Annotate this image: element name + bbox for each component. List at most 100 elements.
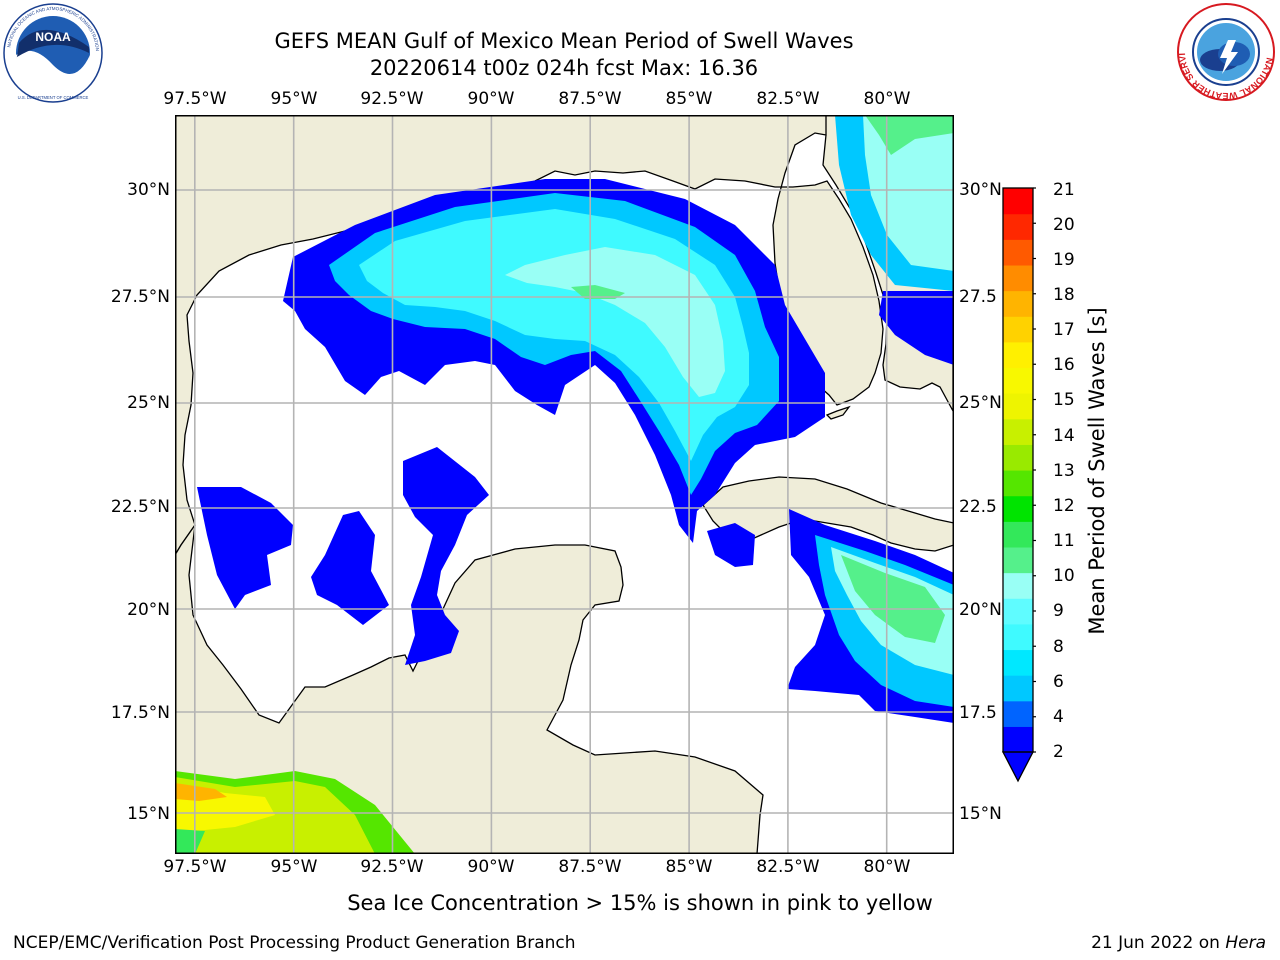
lon-tick-top: 97.5°W (163, 89, 227, 109)
lat-tick-right: 30°N (959, 180, 1002, 200)
colorbar-tick: 2 (1053, 742, 1064, 762)
contour-8s-florida-atlantic (863, 115, 954, 271)
lat-tick-right: 20°N (959, 600, 1002, 620)
contour-2s-central-patch (311, 511, 389, 625)
lat-tick-left: 15°N (127, 804, 170, 824)
colorbar-swatch (1003, 726, 1033, 753)
lon-tick-bottom: 90°W (467, 857, 515, 877)
map-gridlines (175, 115, 954, 854)
colorbar-swatch (1003, 572, 1033, 599)
lon-tick-bottom: 80°W (863, 857, 911, 877)
lon-tick-bottom: 87.5°W (558, 857, 622, 877)
colorbar-swatch (1003, 290, 1033, 317)
colorbar-tick: 17 (1053, 320, 1075, 340)
colorbar-swatch (1003, 341, 1033, 369)
lat-tick-right: 27.5 (959, 287, 997, 307)
colorbar-swatch (1003, 418, 1033, 445)
contour-11s-pacific-edge (175, 829, 205, 854)
colorbar-tick: 14 (1053, 426, 1075, 446)
contour-2s-bay-of-campeche (403, 447, 489, 665)
colorbar-swatch (1003, 444, 1033, 471)
colorbar-swatch (1003, 470, 1033, 497)
colorbar-swatch (1003, 393, 1033, 420)
map-panel (175, 115, 954, 854)
colorbar-tick: 4 (1053, 707, 1064, 727)
noaa-center-text: NOAA (35, 30, 71, 44)
lon-tick-bottom: 82.5°W (756, 857, 820, 877)
lat-tick-right: 15°N (959, 804, 1002, 824)
colorbar-swatch (1003, 316, 1033, 343)
chart-subtitle: 20220614 t00z 024h fcst Max: 16.36 (369, 56, 759, 80)
lat-tick-right: 17.5 (959, 703, 997, 723)
colorbar-swatch (1003, 188, 1033, 215)
land-mexico-central-america (175, 524, 764, 854)
colorbar-tick: 11 (1053, 531, 1075, 551)
lon-tick-top: 87.5°W (558, 89, 622, 109)
map-frame (175, 115, 954, 854)
colorbar-swatch (1003, 700, 1033, 727)
noaa-bottom-text: U.S. DEPARTMENT OF COMMERCE (18, 95, 89, 100)
colorbar-tick: 18 (1053, 285, 1075, 305)
footer-date: 21 Jun 2022 on Hera (1091, 933, 1266, 953)
colorbar-swatch (1003, 675, 1033, 702)
contour-2s-west-patch (197, 487, 293, 609)
colorbar-swatch (1003, 521, 1033, 548)
footer-host: Hera (1225, 933, 1266, 953)
colorbar-swatches (1003, 188, 1033, 753)
colorbar-swatch (1003, 367, 1033, 394)
colorbar-swatch (1003, 649, 1033, 676)
contour-9s-caribbean (841, 555, 945, 643)
lon-tick-top: 95°W (270, 89, 318, 109)
lat-tick-left: 17.5°N (110, 703, 170, 723)
colorbar-tick: 10 (1053, 566, 1075, 586)
colorbar-tick: 21 (1053, 180, 1075, 200)
lon-tick-top: 80°W (863, 89, 911, 109)
colorbar-swatch (1003, 598, 1033, 625)
lon-tick-top: 92.5°W (360, 89, 424, 109)
noaa-logo-icon: NOAA NATIONAL OCEANIC AND ATMOSPHERIC AD… (3, 3, 103, 103)
lat-tick-left: 20°N (127, 600, 170, 620)
contour-17s-pacific (175, 783, 227, 801)
chart-title: GEFS MEAN Gulf of Mexico Mean Period of … (274, 29, 854, 53)
lon-tick-bottom: 97.5°W (163, 857, 227, 877)
land-florida-keys (825, 405, 851, 420)
lon-tick-top: 90°W (467, 89, 515, 109)
colorbar-tick: 19 (1053, 250, 1075, 270)
colorbar-tick: 15 (1053, 390, 1075, 410)
colorbar-swatch (1003, 213, 1033, 240)
lat-tick-right: 25°N (959, 393, 1002, 413)
colorbar-extend-arrow (1001, 751, 1035, 783)
colorbar-tick: 16 (1053, 355, 1075, 375)
colorbar-tick: 20 (1053, 215, 1075, 235)
colorbar-tickmarks (1033, 187, 1036, 753)
colorbar-label: Mean Period of Swell Waves [s] (1085, 307, 1109, 635)
lon-tick-top: 85°W (665, 89, 713, 109)
colorbar-swatch (1003, 546, 1033, 574)
contour-2s-florida-atlantic (879, 291, 954, 365)
colorbar (1001, 187, 1036, 783)
lon-tick-top: 82.5°W (756, 89, 820, 109)
colorbar-tick: 9 (1053, 601, 1064, 621)
lon-tick-bottom: 85°W (665, 857, 713, 877)
colorbar-tick: 12 (1053, 496, 1075, 516)
colorbar-swatch (1003, 495, 1033, 522)
lat-tick-left: 27.5°N (110, 287, 170, 307)
footer-branch: NCEP/EMC/Verification Post Processing Pr… (13, 933, 576, 953)
colorbar-swatch (1003, 623, 1033, 651)
lon-tick-bottom: 95°W (270, 857, 318, 877)
footer-date-text: 21 Jun 2022 on (1091, 933, 1226, 953)
colorbar-tick: 8 (1053, 637, 1064, 657)
lat-tick-left: 22.5°N (110, 497, 170, 517)
colorbar-tick: 13 (1053, 461, 1075, 481)
colorbar-swatch (1003, 239, 1033, 266)
lon-tick-bottom: 92.5°W (360, 857, 424, 877)
land-cuba (702, 476, 954, 552)
contour-8s-north-gulf (505, 247, 725, 397)
colorbar-tick: 6 (1053, 672, 1064, 692)
lat-tick-left: 25°N (127, 393, 170, 413)
contour-9s-patch (571, 285, 625, 299)
sea-ice-note: Sea Ice Concentration > 15% is shown in … (347, 891, 933, 915)
nws-logo-icon: NATIONAL WEATHER SERVICE (1176, 2, 1275, 101)
contour-2s-yucatan-channel (707, 523, 755, 567)
lat-tick-left: 30°N (127, 180, 170, 200)
